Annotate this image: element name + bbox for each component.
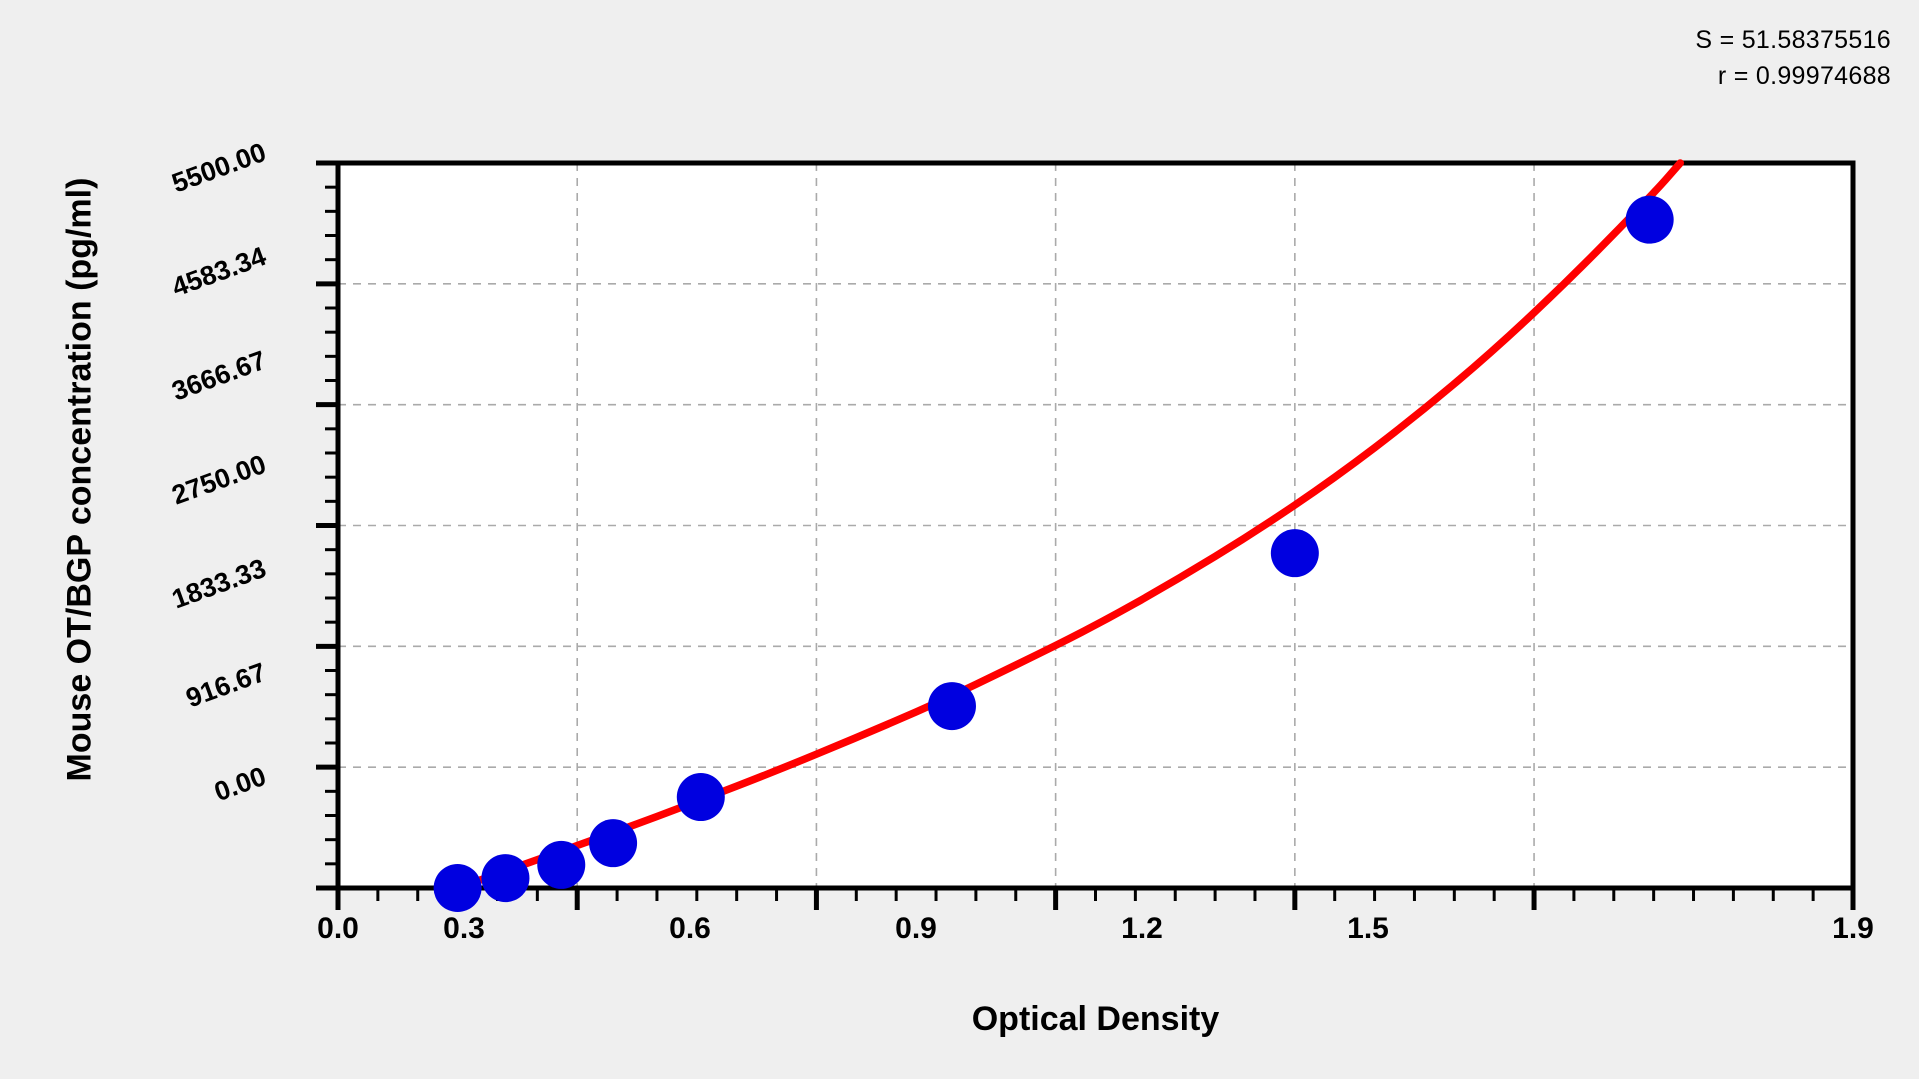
data-point — [1270, 529, 1319, 578]
x-tick-label-0-9: 0.9 — [895, 912, 937, 945]
data-points — [433, 195, 1674, 912]
r-value-label: r = 0.99974688 — [1717, 62, 1891, 91]
axis-ticks — [316, 160, 1856, 910]
grid-lines — [338, 163, 1853, 888]
statistics-annotation: S = 51.58375516 r = 0.99974688 — [1695, 22, 1891, 95]
data-point — [927, 682, 976, 731]
data-point — [433, 864, 482, 912]
s-value-label: S = 51.58375516 — [1695, 26, 1891, 54]
data-point — [1625, 195, 1674, 244]
x-axis-title: Optical Density — [971, 1000, 1220, 1038]
x-tick-label-0-6: 0.6 — [669, 912, 711, 945]
x-tick-label-1-2: 1.2 — [1121, 912, 1163, 945]
data-point — [481, 854, 530, 903]
data-point — [676, 773, 725, 822]
data-point — [589, 819, 638, 868]
x-tick-label-1-9: 1.9 — [1832, 912, 1874, 945]
x-tick-label-0-3: 0.3 — [443, 912, 485, 945]
x-tick-label-0-0: 0.0 — [317, 912, 359, 945]
data-point — [537, 840, 586, 889]
x-tick-label-1-5: 1.5 — [1347, 912, 1389, 945]
